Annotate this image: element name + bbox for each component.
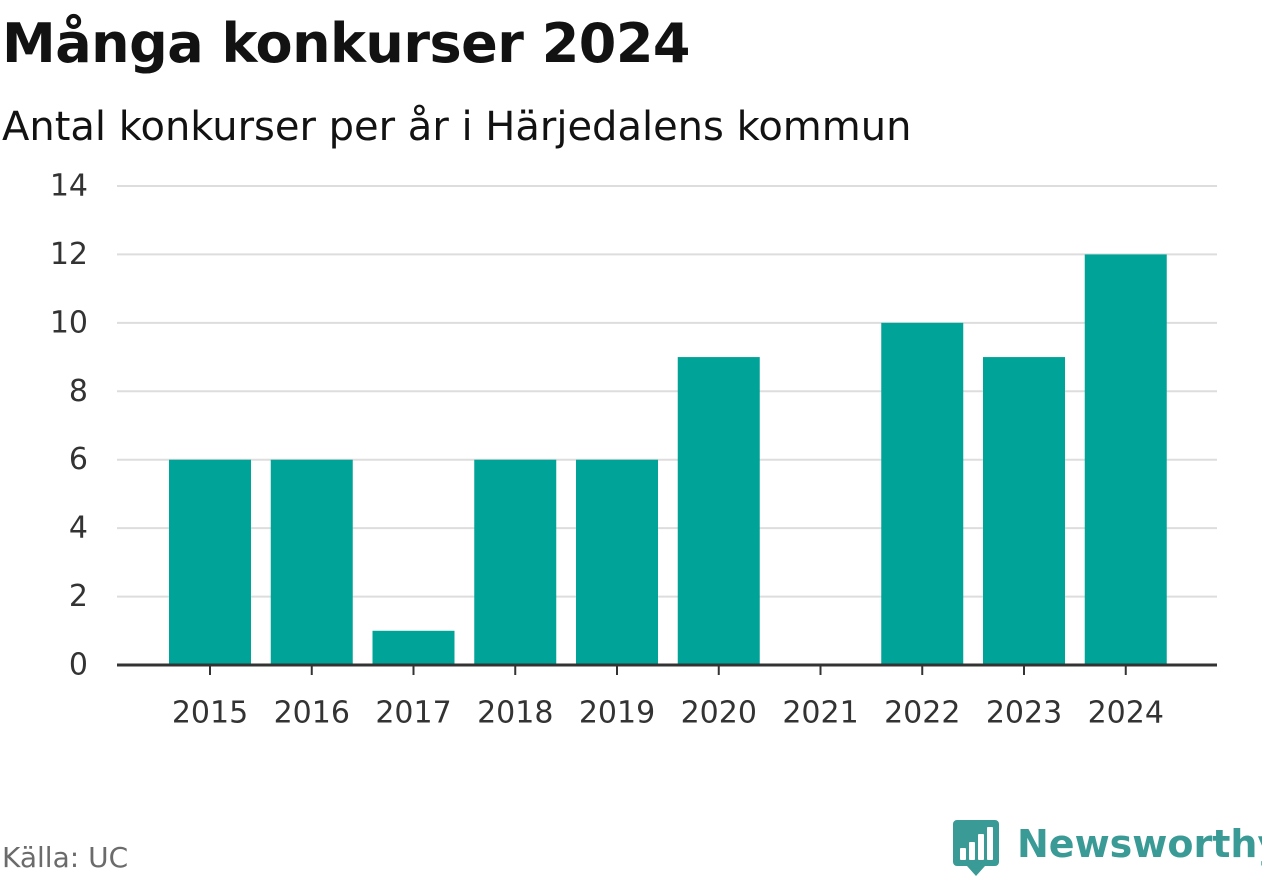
bar-2018 bbox=[474, 459, 557, 665]
newsworthy-logo-icon bbox=[953, 820, 999, 876]
x-tick-label: 2017 bbox=[375, 696, 451, 731]
y-axis-tick-labels: 0 2 4 6 8 10 12 14 bbox=[50, 169, 88, 683]
x-tick-label: 2015 bbox=[172, 696, 248, 731]
y-tick-label: 12 bbox=[50, 237, 88, 272]
x-tick-label: 2016 bbox=[274, 696, 350, 731]
bar-2023 bbox=[983, 357, 1065, 665]
bar-2024 bbox=[1084, 254, 1167, 665]
y-tick-label: 14 bbox=[50, 169, 88, 204]
y-tick-label: 8 bbox=[69, 374, 88, 409]
x-axis bbox=[117, 663, 1217, 675]
brand-name: Newsworthy bbox=[1017, 822, 1262, 866]
y-tick-label: 6 bbox=[69, 442, 88, 477]
source-note: Källa: UC bbox=[2, 841, 129, 874]
bar-2016 bbox=[270, 459, 353, 665]
x-tick-label: 2018 bbox=[477, 696, 553, 731]
newsworthy-logo: Newsworthy bbox=[951, 818, 1262, 878]
chart-title: Många konkurser 2024 bbox=[2, 12, 691, 75]
y-tick-label: 10 bbox=[50, 305, 88, 340]
x-tick-label: 2024 bbox=[1088, 696, 1164, 731]
x-tick-label: 2022 bbox=[884, 696, 960, 731]
y-tick-label: 4 bbox=[69, 511, 88, 546]
bars bbox=[169, 254, 1167, 665]
bar-2019 bbox=[576, 459, 658, 665]
bar-2017 bbox=[372, 630, 455, 665]
bar-2022 bbox=[881, 322, 964, 665]
x-tick-label: 2021 bbox=[782, 696, 858, 731]
bar-2020 bbox=[677, 357, 760, 665]
x-tick-label: 2020 bbox=[681, 696, 757, 731]
bar-2015 bbox=[169, 459, 251, 665]
chart-subtitle: Antal konkurser per år i Härjedalens kom… bbox=[2, 104, 912, 150]
y-tick-label: 0 bbox=[69, 648, 88, 683]
x-tick-label: 2019 bbox=[579, 696, 655, 731]
y-tick-label: 2 bbox=[69, 579, 88, 614]
x-tick-label: 2023 bbox=[986, 696, 1062, 731]
x-axis-tick-labels: 2015 2016 2017 2018 2019 2020 2021 2022 2023 2024 bbox=[172, 696, 1164, 731]
